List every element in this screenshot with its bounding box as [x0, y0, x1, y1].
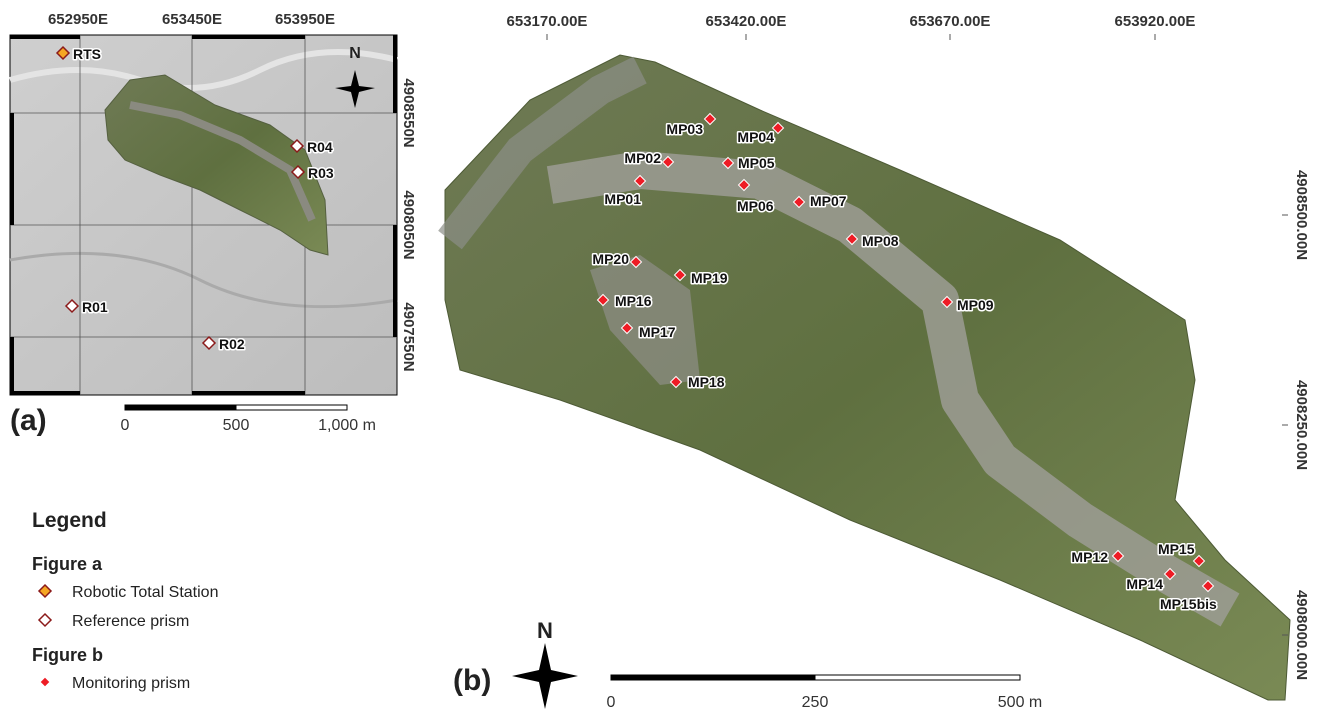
scale-label: 0: [121, 417, 130, 434]
scale-bar-b: [611, 675, 1020, 680]
panel-label: (a): [10, 404, 47, 437]
point-label: MP04: [737, 129, 774, 145]
point-label: MP02: [624, 150, 661, 166]
point-label: MP06: [737, 198, 774, 214]
x-tick-label: 653920.00E: [1115, 13, 1196, 30]
scale-label: 250: [802, 694, 829, 711]
x-tick-label: 653450E: [162, 11, 222, 28]
point-label: MP03: [666, 121, 703, 137]
scale-label: 1,000 m: [318, 417, 376, 434]
point-label: MP14: [1126, 576, 1163, 592]
legend-group-title: Figure b: [32, 645, 103, 665]
point-label: R01: [82, 299, 108, 315]
point-label: MP09: [957, 297, 994, 313]
point-label: MP15bis: [1160, 596, 1217, 612]
y-tick-label: 4908250.00N: [1293, 380, 1310, 470]
legend-symbol: [39, 585, 51, 597]
legend-item: Robotic Total Station: [72, 584, 218, 601]
y-tick-label: 4908550N: [400, 78, 417, 147]
scale-label: 500: [223, 417, 250, 434]
point-label: MP08: [862, 233, 899, 249]
legend-symbol: [40, 677, 50, 687]
x-tick-label: 653670.00E: [910, 13, 991, 30]
north-label: N: [349, 45, 361, 62]
scale-bar-a: [125, 405, 347, 410]
panel-label: (b): [453, 664, 491, 697]
point-label: MP05: [738, 155, 775, 171]
scale-label: 500 m: [998, 694, 1042, 711]
x-tick-label: 653170.00E: [507, 13, 588, 30]
point-label: MP17: [639, 324, 676, 340]
point-label: R04: [307, 139, 333, 155]
panel-a-map: [10, 35, 397, 395]
x-tick-label: 653420.00E: [706, 13, 787, 30]
point-label: MP18: [688, 374, 725, 390]
legend-symbol: [39, 614, 51, 626]
point-label: MP16: [615, 293, 652, 309]
legend-item: Monitoring prism: [72, 675, 190, 692]
north-arrow: [512, 643, 578, 709]
legend-title: Legend: [32, 509, 107, 532]
point-label: RTS: [73, 46, 101, 62]
point-label: MP15: [1158, 541, 1195, 557]
point-label: MP19: [691, 270, 728, 286]
point-label: MP20: [592, 251, 629, 267]
y-tick-label: 4908050N: [400, 190, 417, 259]
y-tick-label: 4908500.00N: [1293, 170, 1310, 260]
y-tick-label: 4907550N: [400, 302, 417, 371]
scale-label: 0: [607, 694, 616, 711]
point-label: R02: [219, 336, 245, 352]
point-label: MP07: [810, 193, 847, 209]
figure: (a) N (b) N Legend 652950E 653450E 653950E…: [0, 0, 1320, 711]
legend-group-title: Figure a: [32, 554, 103, 574]
legend-item: Reference prism: [72, 613, 189, 630]
point-label: R03: [308, 165, 334, 181]
y-tick-label: 4908000.00N: [1293, 590, 1310, 680]
x-tick-label: 653950E: [275, 11, 335, 28]
north-label: N: [537, 618, 553, 643]
x-tick-label: 652950E: [48, 11, 108, 28]
point-label: MP01: [604, 191, 641, 207]
point-label: MP12: [1071, 549, 1108, 565]
